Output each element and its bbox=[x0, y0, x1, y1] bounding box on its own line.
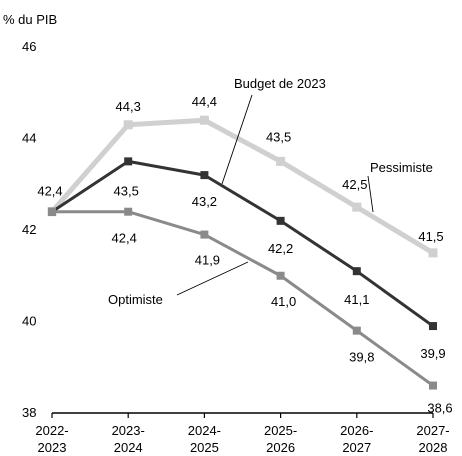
y-tick-label: 46 bbox=[22, 39, 36, 54]
data-point bbox=[428, 248, 438, 258]
data-point bbox=[200, 171, 209, 180]
y-tick-label: 38 bbox=[22, 405, 36, 420]
data-label: 39,9 bbox=[420, 346, 445, 361]
data-label: 43,5 bbox=[266, 129, 291, 144]
x-tick-label: 2025- bbox=[264, 423, 297, 438]
data-label: 42,4 bbox=[112, 231, 137, 246]
y-axis-ticks: 38 40 42 44 46 bbox=[22, 39, 36, 420]
y-axis-title: % du PIB bbox=[3, 12, 57, 27]
data-point bbox=[199, 115, 209, 125]
y-tick-label: 42 bbox=[22, 222, 36, 237]
data-label: 44,3 bbox=[116, 99, 141, 114]
x-axis: 2022- 2023 2023- 2024 2024- 2025 2025- 2026 2026… bbox=[35, 412, 450, 455]
data-point bbox=[429, 322, 437, 331]
x-tick-label: 2022- bbox=[35, 423, 68, 438]
data-point bbox=[429, 381, 437, 390]
x-tick-label: 2023 bbox=[38, 440, 67, 455]
data-point bbox=[276, 271, 285, 280]
series-lines bbox=[47, 115, 438, 390]
data-label: 43,2 bbox=[192, 194, 217, 209]
x-tick-label: 2026 bbox=[266, 440, 295, 455]
series-line-budget-de-2023 bbox=[51, 159, 434, 328]
data-point bbox=[276, 216, 285, 225]
data-labels: 42,4 44,3 44,4 43,5 42,5 41,5 43,5 43,2 42,2 41,1… bbox=[37, 94, 452, 415]
data-point bbox=[123, 120, 133, 130]
data-point bbox=[48, 207, 56, 216]
data-point bbox=[276, 156, 286, 166]
y-tick-label: 40 bbox=[22, 314, 36, 329]
x-tick-label: 2026- bbox=[340, 423, 373, 438]
data-label: 41,0 bbox=[271, 294, 296, 309]
x-tick-label: 2027- bbox=[416, 423, 449, 438]
x-tick-label: 2027 bbox=[342, 440, 371, 455]
y-tick-label: 44 bbox=[22, 131, 36, 146]
data-point bbox=[124, 157, 133, 166]
x-tick-label: 2024 bbox=[114, 440, 143, 455]
data-label: 41,5 bbox=[418, 229, 443, 244]
series-annotations: Budget de 2023 Pessimiste Optimiste bbox=[108, 76, 433, 307]
data-point bbox=[352, 202, 362, 212]
data-label: 41,9 bbox=[195, 253, 220, 268]
x-tick-label: 2023- bbox=[112, 423, 145, 438]
series-name-pessimiste: Pessimiste bbox=[370, 160, 433, 175]
series-line-pessimiste bbox=[50, 117, 435, 256]
data-label: 42,4 bbox=[37, 184, 62, 199]
series-name-optimiste: Optimiste bbox=[108, 292, 163, 307]
x-tick-label: 2028 bbox=[419, 440, 448, 455]
series-name-budget-de-2023: Budget de 2023 bbox=[234, 76, 326, 91]
data-point bbox=[352, 326, 361, 335]
annotation-leader bbox=[367, 175, 374, 213]
data-point bbox=[200, 230, 209, 239]
data-label: 39,8 bbox=[349, 350, 374, 365]
data-label: 42,5 bbox=[342, 177, 367, 192]
x-tick-label: 2024- bbox=[188, 423, 221, 438]
data-label: 42,2 bbox=[268, 241, 293, 256]
annotation-leader bbox=[221, 94, 253, 185]
data-label: 44,4 bbox=[192, 94, 217, 109]
annotation-leader bbox=[176, 261, 249, 296]
data-label: 38,6 bbox=[427, 401, 452, 416]
data-point bbox=[352, 267, 361, 276]
data-label: 43,5 bbox=[114, 183, 139, 198]
series-line-optimiste bbox=[52, 210, 434, 387]
x-tick-label: 2025 bbox=[190, 440, 219, 455]
data-label: 41,1 bbox=[344, 292, 369, 307]
data-point bbox=[124, 207, 133, 216]
